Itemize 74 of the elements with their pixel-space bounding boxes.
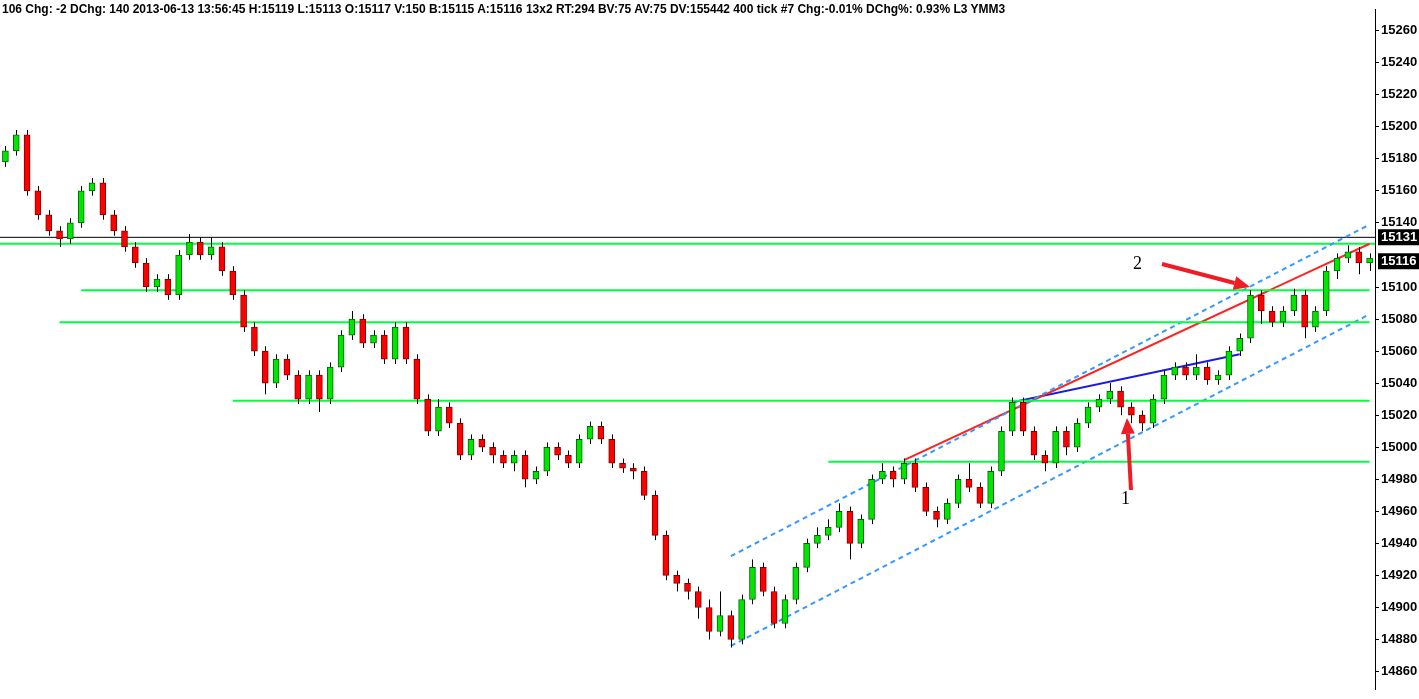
annotation: 15116 <box>1381 252 1417 268</box>
y-tick-label: 14960 <box>1381 502 1418 518</box>
candlestick <box>229 265 237 301</box>
candlestick <box>1106 382 1114 405</box>
candlestick <box>673 570 680 592</box>
candlestick <box>164 273 172 301</box>
candlestick <box>1041 449 1049 472</box>
candlestick <box>1138 409 1146 432</box>
candlestick <box>543 441 551 477</box>
candlestick <box>803 538 810 573</box>
y-tick-label: 15260 <box>1381 22 1418 38</box>
candlestick <box>510 449 518 472</box>
candlestick <box>489 441 496 464</box>
candlestick <box>1290 288 1298 317</box>
candlestick <box>684 578 691 600</box>
candlestick <box>759 562 767 597</box>
candlestick <box>2 145 9 168</box>
candlestick <box>695 586 702 620</box>
candlestick <box>976 482 984 509</box>
candlestick <box>944 498 951 525</box>
y-tick-label: 15040 <box>1381 374 1418 390</box>
candlestick <box>933 506 940 528</box>
y-tick-label: 14980 <box>1381 470 1418 486</box>
candlestick <box>922 482 930 517</box>
y-tick-label: 15160 <box>1381 182 1418 198</box>
candlestick <box>597 421 605 445</box>
candlestick <box>445 401 453 429</box>
annotation: 2 <box>1133 253 1142 274</box>
candlestick <box>1063 425 1070 456</box>
candlestick <box>1257 289 1265 325</box>
candlestick <box>857 514 865 549</box>
annotation: 1 <box>1121 488 1130 509</box>
candlestick <box>889 465 897 488</box>
candlestick <box>359 313 367 349</box>
candlestick <box>1128 401 1135 424</box>
y-tick-label: 15100 <box>1381 278 1418 294</box>
candlestick <box>640 465 648 501</box>
candlestick <box>305 369 312 405</box>
y-tick-label: 15060 <box>1381 342 1418 358</box>
y-tick-label: 15020 <box>1381 406 1418 422</box>
candlestick <box>1203 361 1211 386</box>
candlestick <box>12 129 20 157</box>
candlestick <box>1236 332 1243 357</box>
y-tick-label: 15000 <box>1381 438 1418 454</box>
candlestick <box>727 610 735 649</box>
candlestick <box>824 518 832 541</box>
y-tick-label: 14940 <box>1381 534 1418 550</box>
y-tick-label: 14900 <box>1381 599 1418 615</box>
y-tick-label: 15240 <box>1381 54 1418 70</box>
candlestick <box>1193 353 1200 381</box>
candlestick <box>575 433 583 469</box>
y-tick-label: 15080 <box>1381 310 1418 326</box>
chart-title: 106 Chg: -2 DChg: 140 2013-06-13 13:56:45 H:15119 L:15113 O:15117 V:150 B:15115 A:15116 13x2 RT:294 BV:75 AV:75 DV:155442 400 tick #7 Chg:-0.01% DChg%: 0.93% L3 YMM3 <box>2 2 1006 16</box>
candlestick <box>316 369 323 413</box>
y-tick-label: 15180 <box>1381 150 1418 166</box>
ref-line-label: 15131 <box>1381 228 1418 244</box>
candlestick <box>1117 385 1124 416</box>
candlestick <box>294 369 302 405</box>
candlestick <box>965 462 973 493</box>
candlestick <box>1073 417 1081 453</box>
candlestick <box>1355 246 1363 275</box>
candlestick <box>608 433 616 469</box>
candlestick <box>586 421 594 445</box>
y-tick-label: 15220 <box>1381 86 1418 102</box>
y-tick-label: 14860 <box>1381 663 1418 679</box>
y-tick-label: 15140 <box>1381 214 1418 230</box>
candlestick <box>879 462 886 485</box>
candlestick <box>814 526 821 549</box>
candlestick <box>132 241 139 269</box>
y-tick-label: 14880 <box>1381 631 1418 647</box>
y-tick-label: 14920 <box>1381 567 1418 583</box>
y-tick-label: 15200 <box>1381 118 1418 134</box>
candlestick <box>251 321 258 357</box>
candlestick <box>381 329 388 365</box>
